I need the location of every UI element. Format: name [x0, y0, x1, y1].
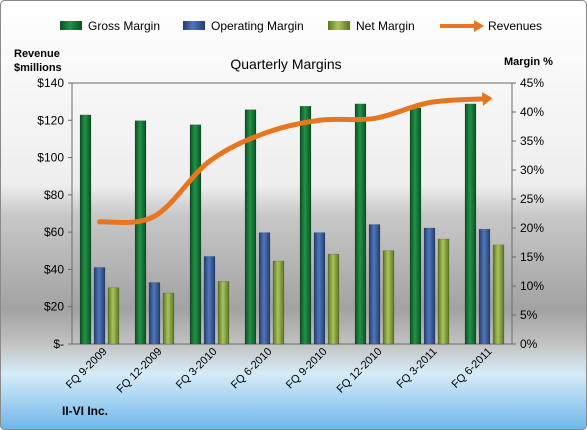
left-axis-tick-label: $100	[37, 151, 64, 165]
legend-item-operating-margin: Operating Margin	[183, 19, 304, 33]
bar-operating-margin	[368, 224, 381, 345]
right-axis-tick-label: 45%	[520, 76, 544, 90]
legend-item-gross-margin: Gross Margin	[60, 19, 160, 33]
right-axis-tick-label: 5%	[520, 308, 538, 322]
bar-net-margin	[327, 253, 340, 345]
bar-operating-margin	[423, 227, 436, 345]
right-axis-title: Margin %	[504, 56, 553, 68]
revenue-line-series	[97, 91, 493, 226]
left-axis-tick-label: $80	[44, 188, 64, 202]
bar-gross-margin	[354, 103, 367, 345]
bar-gross-margin	[464, 103, 477, 345]
bar-operating-margin	[478, 228, 491, 345]
right-axis-tick-label: 30%	[520, 163, 544, 177]
legend-label-operating-margin: Operating Margin	[211, 19, 304, 33]
legend-swatch-net-margin	[328, 21, 350, 30]
bar-gross-margin	[189, 124, 202, 345]
right-axis-tick-label: 15%	[520, 250, 544, 264]
bar-gross-margin	[299, 105, 312, 345]
left-axis-tick-label: $40	[44, 262, 64, 276]
legend-label-net-margin: Net Margin	[356, 19, 415, 33]
left-axis-tick-label: $20	[44, 300, 64, 314]
bar-net-margin	[437, 238, 450, 345]
bar-gross-margin	[79, 114, 92, 345]
bar-operating-margin	[313, 232, 326, 345]
right-axis-tick-label: 35%	[520, 134, 544, 148]
plot-area	[71, 82, 513, 345]
right-axis-tick-label: 10%	[520, 279, 544, 293]
bar-gross-margin	[244, 109, 257, 345]
right-axis-tick-label: 20%	[520, 221, 544, 235]
left-axis-tick-label: $60	[44, 225, 64, 239]
bar-operating-margin	[258, 232, 271, 345]
legend-item-net-margin: Net Margin	[328, 19, 415, 33]
right-axis-tick-label: 25%	[520, 192, 544, 206]
company-label: II-VI Inc.	[62, 404, 108, 418]
bar-series	[79, 103, 505, 345]
bar-net-margin	[382, 250, 395, 345]
bar-operating-margin	[93, 267, 106, 345]
left-axis-tick-label: $120	[37, 113, 64, 127]
legend-swatch-operating-margin	[183, 21, 205, 30]
legend: Gross Margin Operating Margin Net Margin…	[60, 19, 542, 33]
left-axis-title-line1: Revenue	[14, 48, 60, 60]
legend-item-revenues: Revenues	[440, 19, 542, 33]
legend-swatch-gross-margin	[60, 21, 82, 30]
left-axis-tick-label: $140	[37, 76, 64, 90]
bar-net-margin	[162, 292, 175, 345]
bar-operating-margin	[203, 256, 216, 345]
legend-arrow-revenues	[474, 20, 484, 32]
chart-title: Quarterly Margins	[230, 56, 341, 72]
revenue-line	[97, 96, 487, 226]
left-axis-tick-label: $-	[53, 337, 64, 351]
bar-gross-margin	[134, 120, 147, 345]
left-axis: $- $20 $40 $60 $80 $100 $120 $140	[37, 76, 72, 351]
right-axis-tick-label: 40%	[520, 105, 544, 119]
bar-gross-margin	[409, 107, 422, 345]
bar-net-margin	[107, 287, 120, 345]
left-axis-title-line2: $millions	[14, 62, 62, 74]
revenue-line-arrowhead	[482, 91, 493, 106]
legend-label-gross-margin: Gross Margin	[88, 19, 160, 33]
bar-net-margin	[272, 260, 285, 345]
bar-operating-margin	[148, 282, 161, 345]
right-axis: 0% 5% 10% 15% 20% 25% 30% 35% 40% 45%	[512, 76, 544, 351]
bar-net-margin	[217, 281, 230, 345]
bar-net-margin	[492, 244, 505, 345]
legend-label-revenues: Revenues	[488, 19, 542, 33]
right-axis-tick-label: 0%	[520, 337, 538, 351]
